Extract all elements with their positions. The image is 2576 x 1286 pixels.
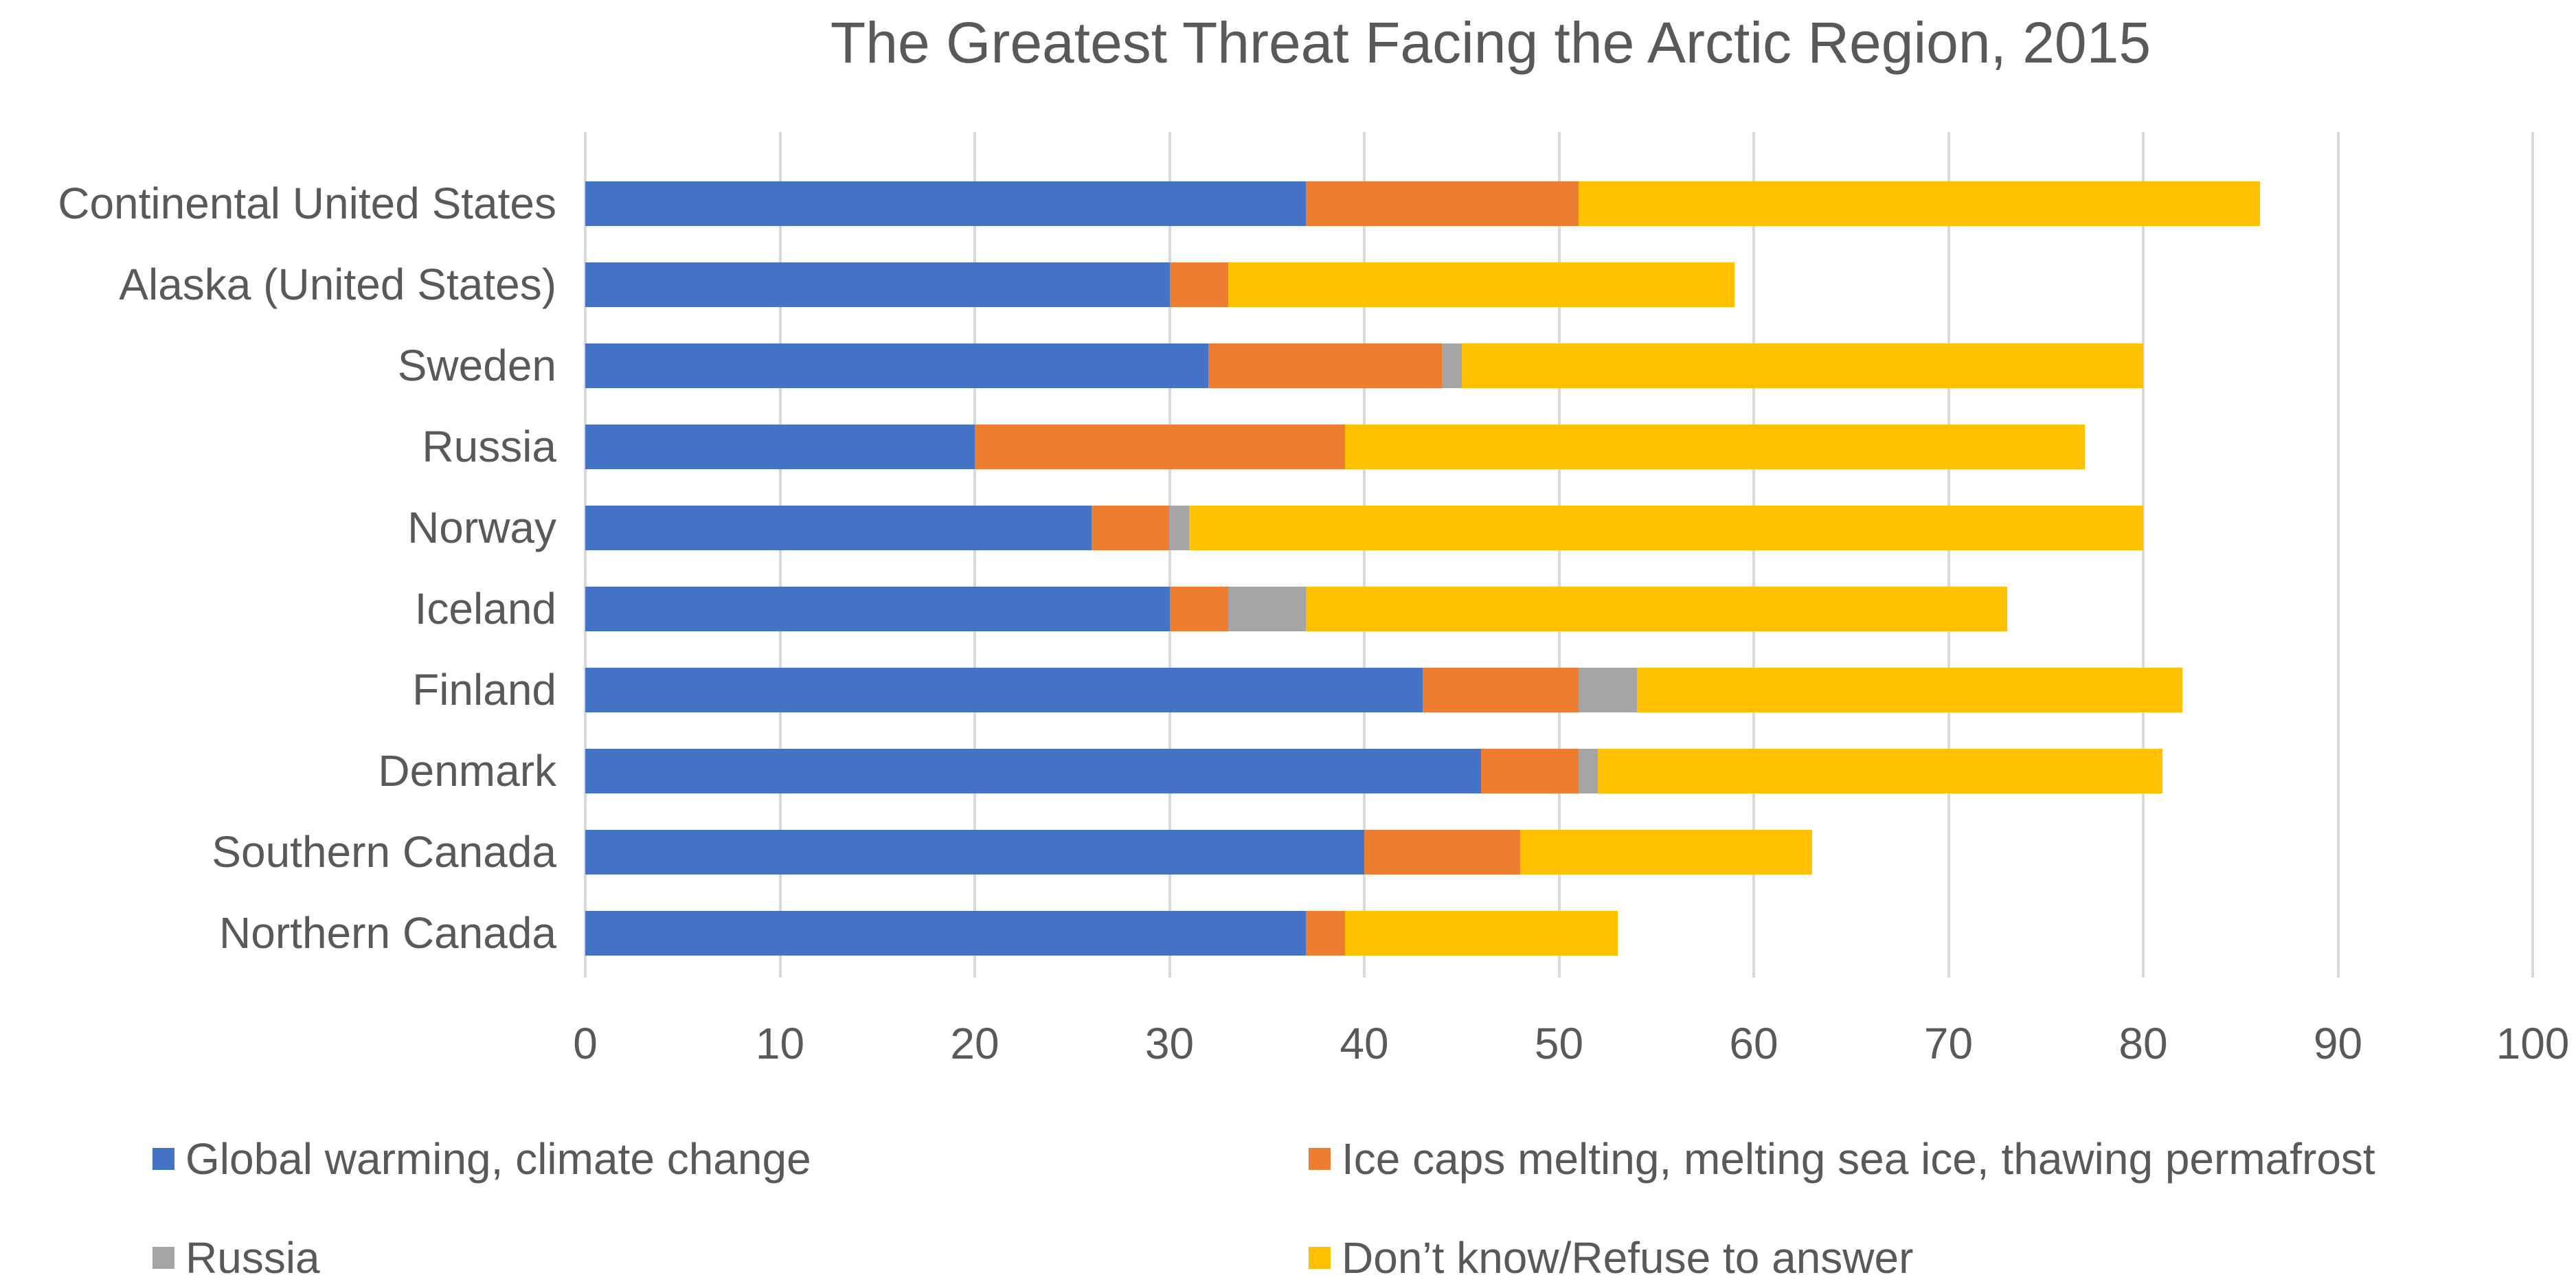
bar-segment — [1636, 667, 2182, 712]
bar-segment — [1578, 181, 2261, 226]
bar-segment — [1208, 343, 1443, 388]
category-label: Norway — [407, 503, 556, 552]
plot-area — [584, 132, 2534, 978]
x-tick-label: 80 — [2119, 1019, 2168, 1068]
gridline — [584, 132, 587, 978]
bar-row — [585, 748, 2163, 793]
category-label: Denmark — [378, 746, 556, 796]
bar-segment — [585, 910, 1306, 956]
bar-segment — [1305, 586, 2007, 631]
x-tick-label: 20 — [950, 1019, 999, 1068]
x-tick-label: 40 — [1340, 1019, 1389, 1068]
bar-segment — [1578, 748, 1598, 793]
legend-label: Don’t know/Refuse to answer — [1342, 1233, 1914, 1283]
category-label: Southern Canada — [212, 827, 556, 877]
bar-segment — [1169, 586, 1228, 631]
bar-segment — [585, 667, 1423, 712]
bar-segment — [1442, 343, 1462, 388]
bar-segment — [585, 586, 1170, 631]
gridline — [778, 132, 782, 978]
bar-segment — [1092, 505, 1170, 550]
bar-row — [585, 667, 2182, 712]
gridline — [1947, 132, 1950, 978]
legend-swatch-icon — [1309, 1247, 1331, 1269]
gridline — [2142, 132, 2145, 978]
x-tick-label: 0 — [573, 1019, 598, 1068]
bar-row — [585, 829, 1813, 875]
bar-segment — [585, 505, 1092, 550]
bar-row — [585, 343, 2143, 388]
legend-item: Ice caps melting, melting sea ice, thawi… — [1309, 1134, 2375, 1184]
x-tick-label: 100 — [2496, 1019, 2570, 1068]
bar-row — [585, 424, 2085, 469]
category-label: Russia — [422, 422, 556, 471]
legend-item: Russia — [152, 1233, 320, 1283]
bar-segment — [585, 343, 1209, 388]
bar-segment — [1188, 505, 2143, 550]
category-label: Iceland — [414, 584, 556, 633]
bar-segment — [975, 424, 1345, 469]
bar-segment — [1169, 262, 1228, 307]
bar-segment — [1228, 586, 1306, 631]
legend-swatch-icon — [152, 1148, 174, 1170]
gridline — [1363, 132, 1366, 978]
gridline — [2336, 132, 2340, 978]
bar-segment — [585, 181, 1306, 226]
bar-row — [585, 181, 2261, 226]
legend-label: Ice caps melting, melting sea ice, thawi… — [1342, 1134, 2375, 1184]
legend-swatch-icon — [152, 1247, 174, 1269]
bar-segment — [1344, 424, 2085, 469]
x-tick-label: 50 — [1534, 1019, 1584, 1068]
gridline — [1168, 132, 1171, 978]
bar-segment — [1344, 910, 1618, 956]
bar-segment — [585, 748, 1482, 793]
bar-segment — [1228, 262, 1735, 307]
bar-segment — [1519, 829, 1813, 875]
bar-segment — [1305, 910, 1345, 956]
category-label: Finland — [412, 665, 556, 714]
bar-segment — [1481, 748, 1579, 793]
bar-segment — [585, 424, 975, 469]
x-tick-label: 90 — [2313, 1019, 2363, 1068]
bar-segment — [585, 262, 1170, 307]
category-label: Alaska (United States) — [119, 260, 556, 309]
x-tick-label: 70 — [1923, 1019, 1974, 1068]
legend-item: Global warming, climate change — [152, 1134, 811, 1184]
x-tick-label: 10 — [755, 1019, 805, 1068]
gridline — [1752, 132, 1755, 978]
bar-row — [585, 586, 2007, 631]
bar-segment — [1423, 667, 1579, 712]
bar-row — [585, 505, 2143, 550]
x-tick-label: 30 — [1144, 1019, 1195, 1068]
bar-segment — [1461, 343, 2143, 388]
chart-title: The Greatest Threat Facing the Arctic Re… — [830, 10, 2151, 75]
gridline — [2531, 132, 2534, 978]
gridline — [1557, 132, 1561, 978]
bar-segment — [1169, 505, 1189, 550]
bar-segment — [1364, 829, 1520, 875]
x-tick-label: 60 — [1729, 1019, 1778, 1068]
legend-swatch-icon — [1309, 1148, 1331, 1170]
legend-label: Russia — [185, 1233, 320, 1283]
category-label: Continental United States — [58, 179, 556, 228]
bar-row — [585, 910, 1618, 956]
gridline — [973, 132, 976, 978]
legend-label: Global warming, climate change — [185, 1134, 811, 1184]
bar-segment — [585, 829, 1364, 875]
legend-item: Don’t know/Refuse to answer — [1309, 1233, 1913, 1283]
bar-segment — [1598, 748, 2163, 793]
category-label: Sweden — [397, 341, 556, 390]
bar-segment — [1578, 667, 1637, 712]
bar-segment — [1305, 181, 1579, 226]
category-label: Northern Canada — [219, 908, 556, 958]
bar-row — [585, 262, 1735, 307]
